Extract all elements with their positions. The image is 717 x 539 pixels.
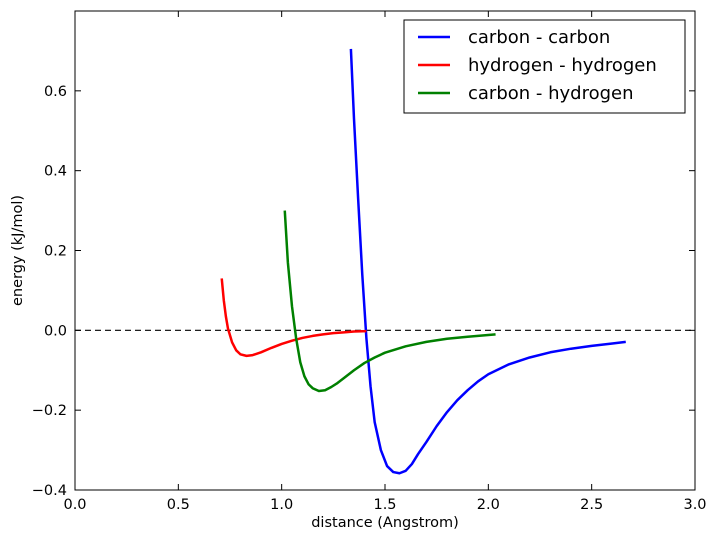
y-axis-label: energy (kJ/mol) — [10, 195, 26, 306]
legend-label-0: carbon - carbon — [468, 27, 610, 48]
x-tick-label: 1.5 — [373, 497, 396, 513]
y-tick-label: −0.2 — [32, 403, 67, 419]
legend-label-2: carbon - hydrogen — [468, 83, 634, 104]
y-tick-label: 0.0 — [44, 323, 67, 339]
x-tick-label: 3.0 — [683, 497, 706, 513]
y-tick-label: 0.6 — [44, 84, 67, 100]
x-tick-label: 1.0 — [270, 497, 293, 513]
y-tick-label: 0.2 — [44, 244, 67, 260]
series-line-1 — [220, 278, 367, 358]
x-axis-label: distance (Angstrom) — [311, 515, 459, 531]
legend-label-1: hydrogen - hydrogen — [468, 55, 657, 76]
series-line-0 — [349, 48, 626, 475]
x-tick-label: 2.5 — [580, 497, 603, 513]
y-tick-label: 0.4 — [44, 164, 67, 180]
series-line-2 — [283, 210, 496, 393]
x-tick-label: 0.5 — [167, 497, 190, 513]
x-tick-label: 2.0 — [477, 497, 500, 513]
legend-box — [403, 19, 686, 114]
y-tick-label: −0.4 — [32, 483, 67, 499]
legend: carbon - carbon hydrogen - hydrogen carbon… — [403, 19, 686, 114]
x-tick-label: 0.0 — [63, 497, 86, 513]
plot-frame — [74, 10, 696, 491]
